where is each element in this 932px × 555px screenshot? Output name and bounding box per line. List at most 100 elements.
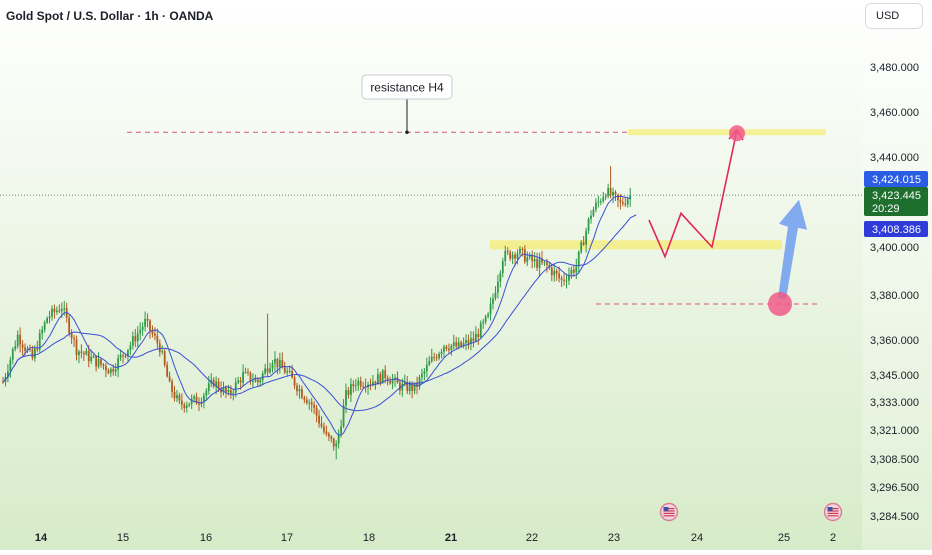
candle-body — [212, 379, 215, 387]
candle-body — [411, 384, 414, 391]
candle-body — [80, 351, 83, 353]
high-price-label: 3,424.015 — [872, 174, 921, 186]
price-tick-label: 3,360.000 — [870, 335, 919, 347]
resistance-label-box[interactable] — [361, 74, 453, 100]
candle-body — [421, 373, 423, 378]
candle-body — [433, 356, 436, 358]
candle-body — [124, 355, 127, 357]
candle-body — [501, 261, 504, 273]
candle-body — [141, 326, 144, 330]
candle-body — [472, 338, 475, 342]
time-tick-label: 18 — [363, 532, 375, 544]
candle-body — [489, 303, 492, 315]
candle-body — [350, 383, 352, 395]
price-axis: 3,480.000 3,460.000 3,440.000 3,400.000 3,38… — [862, 30, 932, 550]
candle-body — [46, 318, 48, 323]
candle-body — [506, 250, 509, 252]
candle-body — [2, 381, 4, 383]
candle-body — [43, 322, 46, 330]
candle-body — [479, 323, 482, 338]
candle-body — [560, 278, 563, 280]
candle-body — [452, 342, 455, 346]
candle-body — [327, 433, 330, 437]
candle-body — [462, 343, 465, 347]
candle-body — [614, 192, 617, 196]
candle-body — [362, 386, 365, 388]
candle-body — [247, 371, 249, 373]
candle-body — [48, 316, 51, 319]
candle-body — [519, 248, 521, 254]
candle-body — [430, 356, 433, 362]
candle-body — [29, 348, 31, 350]
candle-body — [301, 389, 303, 398]
price-tick-label: 3,345.000 — [870, 370, 919, 382]
us-flag-icon[interactable] — [659, 502, 679, 522]
candle-body — [474, 333, 477, 342]
moving-average-slow — [2, 217, 631, 412]
candle-body — [521, 248, 524, 250]
candle-body — [158, 343, 161, 353]
candle-body — [546, 262, 548, 266]
candle-body — [575, 266, 578, 273]
us-flag-icon[interactable] — [823, 502, 843, 522]
candle-body — [207, 383, 210, 391]
time-tick-label: 14 — [35, 532, 48, 544]
candle-body — [21, 344, 24, 348]
candle-body — [621, 202, 624, 204]
time-tick-label: 24 — [691, 532, 703, 544]
candle-body — [352, 383, 355, 387]
candle-body — [178, 395, 181, 401]
price-tick-label: 3,284.500 — [870, 511, 919, 523]
candle-body — [70, 332, 73, 338]
candle-body — [281, 359, 284, 368]
time-tick-label: 15 — [117, 532, 129, 544]
candle-body — [320, 423, 323, 427]
candle-body — [100, 359, 102, 365]
currency-button[interactable]: USD — [865, 3, 923, 29]
candle-body — [193, 396, 195, 399]
candle-body — [406, 381, 409, 392]
candle-body — [180, 400, 183, 405]
candle-body — [97, 359, 100, 367]
candle-body — [403, 381, 406, 384]
candle-body — [185, 405, 188, 409]
candle-body — [492, 298, 494, 304]
candle-body — [195, 396, 198, 404]
price-tick-label: 3,460.000 — [870, 107, 919, 119]
candle-body — [105, 366, 107, 371]
candle-body — [582, 242, 585, 245]
candles-layer — [2, 166, 632, 460]
candle-body — [629, 195, 632, 200]
candle-body — [7, 371, 9, 378]
resistance-zone — [628, 129, 826, 136]
candle-body — [536, 259, 538, 268]
candle-body — [63, 308, 66, 310]
candle-body — [283, 367, 286, 373]
candle-body — [401, 383, 404, 391]
candle-body — [354, 385, 357, 387]
candle-body — [203, 395, 205, 403]
candle-body — [428, 361, 431, 365]
candle-body — [242, 372, 244, 383]
candle-body — [144, 318, 146, 327]
candle-body — [220, 388, 222, 393]
candle-body — [51, 308, 53, 317]
candle-body — [572, 269, 575, 273]
candle-body — [460, 342, 463, 347]
candle-body — [9, 359, 12, 372]
candle-body — [448, 348, 450, 351]
candle-body — [298, 389, 301, 392]
candle-body — [75, 339, 78, 356]
time-tick-label: 22 — [526, 532, 538, 544]
moving-average-fast — [12, 195, 631, 436]
candle-body — [95, 356, 97, 367]
candle-body — [553, 270, 556, 276]
candle-body — [418, 377, 421, 387]
candle-body — [332, 438, 335, 447]
time-tick-label: 25 — [778, 532, 790, 544]
candle-body — [416, 383, 418, 387]
